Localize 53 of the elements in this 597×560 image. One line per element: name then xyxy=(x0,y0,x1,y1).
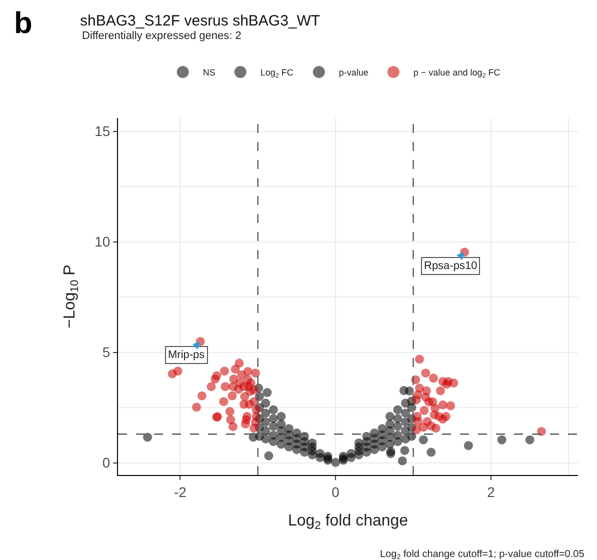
point xyxy=(401,408,410,418)
y-tick-label: 10 xyxy=(94,234,110,250)
point xyxy=(264,451,274,460)
point xyxy=(354,438,364,448)
point xyxy=(426,448,436,457)
point xyxy=(398,456,407,466)
point xyxy=(362,432,372,441)
point xyxy=(393,405,402,414)
legend-label: Log$_{2}$ FC xyxy=(260,68,294,80)
point xyxy=(393,414,402,424)
point xyxy=(261,408,270,418)
text: Log$_{2}$ fold change cutoff=1; p-value cutoff=0.05 xyxy=(380,549,585,560)
point xyxy=(400,446,410,455)
x-axis-title: Log$_{2}$ fold change xyxy=(288,512,408,532)
legend-label: p-value xyxy=(338,68,368,78)
point xyxy=(262,388,272,398)
annotation: Rpsa-ps10 xyxy=(424,260,478,272)
point xyxy=(292,428,302,438)
point xyxy=(268,422,278,431)
chart-title: shBAG3_S12F vesrus shBAG3_WT xyxy=(80,12,320,30)
point xyxy=(316,449,325,458)
y-tick-label: 0 xyxy=(102,454,110,471)
point xyxy=(404,386,414,396)
text: b xyxy=(14,7,32,40)
point xyxy=(464,441,473,450)
y-tick-label: 5 xyxy=(102,344,110,360)
point xyxy=(497,435,506,444)
legend-label: p − value and log$_{2}$ FC xyxy=(413,68,501,80)
point xyxy=(284,424,294,434)
point xyxy=(393,422,402,431)
point xyxy=(331,458,340,467)
x-tick-label: 2 xyxy=(487,484,496,500)
point xyxy=(378,424,387,434)
annotation: Mrip-ps xyxy=(168,349,206,361)
chart-subtitle: Differentially expressed genes: 2 xyxy=(82,30,242,42)
x-tick-label: 0 xyxy=(332,484,340,500)
legend-label: NS xyxy=(202,68,216,78)
point xyxy=(276,412,286,421)
point xyxy=(525,435,534,444)
point xyxy=(385,420,394,429)
point xyxy=(268,430,278,440)
point xyxy=(308,438,317,448)
x-tick-label: -2 xyxy=(174,484,187,500)
point xyxy=(346,449,356,458)
point xyxy=(248,432,258,442)
point xyxy=(268,414,278,424)
y-tick-label: 15 xyxy=(94,123,110,140)
point xyxy=(268,405,278,414)
point xyxy=(261,398,270,408)
point xyxy=(143,432,152,442)
point xyxy=(385,412,394,421)
point xyxy=(393,430,402,440)
point xyxy=(418,435,428,444)
